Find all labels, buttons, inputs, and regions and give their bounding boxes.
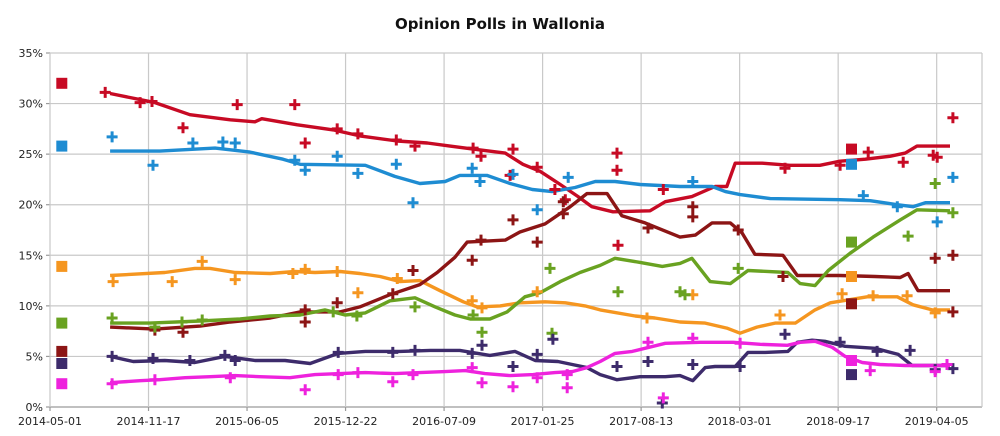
series-line-blue [110,146,950,209]
x-tick-label: 2015-06-05 [215,415,279,428]
result-square-green [56,317,68,329]
result-square-orange [846,271,857,282]
series-points-blue [106,131,959,228]
result-square-darkred [846,298,857,310]
x-tick-label: 2014-11-17 [117,415,181,428]
y-tick-label: 20% [19,199,43,212]
series-line-orange [110,266,950,335]
y-tick-label: 15% [19,249,43,262]
x-tick-label: 2015-12-22 [314,415,378,428]
y-tick-label: 10% [19,300,43,313]
x-tick-label: 2016-07-09 [412,415,476,428]
series-line-darkred [110,191,950,331]
series-lines [109,91,951,385]
y-tick-label: 30% [19,98,43,111]
series-points-purple [106,328,959,409]
result-squares [56,77,857,390]
scatter-markers [99,86,959,409]
series-points-orange [107,255,941,324]
y-tick-label: 35% [19,47,43,60]
x-tick-label: 2017-08-13 [609,415,673,428]
result-square-green [846,236,857,248]
series-points-magenta [106,332,953,404]
x-tick-label: 2019-04-05 [905,415,969,428]
result-square-magenta [846,355,857,366]
result-square-darkred [56,345,68,357]
series-points-red [99,86,959,251]
y-axis-labels: 0% 5% 10% 15% 20% 25% 30% 35% [19,47,43,414]
x-tick-label: 2018-03-01 [708,415,772,428]
result-square-purple [56,358,68,369]
chart-title: Opinion Polls in Wallonia [395,15,605,33]
result-square-blue [56,140,68,152]
x-tick-label: 2014-05-01 [18,415,82,428]
result-square-blue [846,158,857,170]
result-square-orange [56,260,68,272]
result-square-purple [846,369,857,381]
series-line-magenta [109,339,950,385]
series-line-red [109,91,950,214]
gridlines [46,52,983,411]
x-tick-label: 2017-01-25 [511,415,575,428]
y-tick-label: 0% [26,401,43,414]
y-tick-label: 25% [19,148,43,161]
x-tick-label: 2018-09-17 [806,415,870,428]
x-axis-labels: 2014-05-01 2014-11-17 2015-06-05 2015-12-22… [18,415,969,428]
result-square-magenta [56,378,68,390]
result-square-red [846,143,857,155]
series-points-green [106,178,959,339]
result-square-red [56,77,68,89]
y-tick-label: 5% [26,350,43,363]
